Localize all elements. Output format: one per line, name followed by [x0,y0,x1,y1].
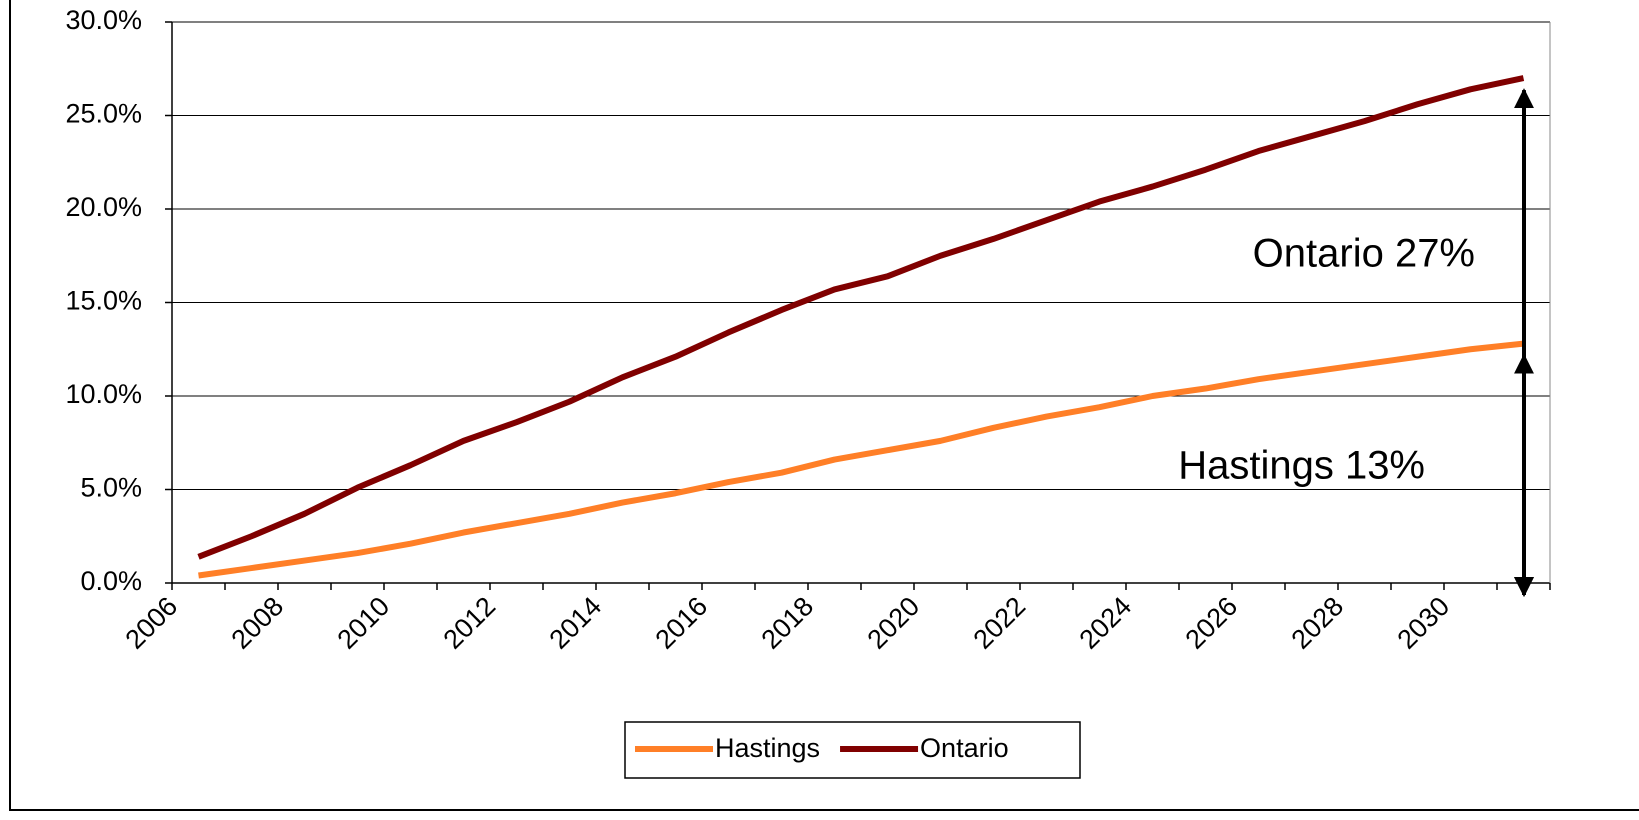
x-tick-label: 2020 [862,591,926,655]
series-line [197,75,1525,560]
y-tick-label: 0.0% [80,566,142,596]
x-tick-label: 2030 [1392,591,1456,655]
x-tick-label: 2008 [226,591,290,655]
y-tick-label: 25.0% [65,99,142,129]
x-tick-label: 2010 [332,591,396,655]
x-tick-label: 2024 [1074,591,1138,655]
y-tick-label: 30.0% [65,5,142,35]
annotation: Hastings 13% [1178,444,1425,488]
x-tick-label: 2018 [756,591,820,655]
annotation: Ontario 27% [1253,232,1475,276]
x-tick-label: 2016 [650,591,714,655]
y-tick-label: 20.0% [65,192,142,222]
x-tick-label: 2014 [544,591,608,655]
x-tick-label: 2012 [438,591,502,655]
frame [9,0,1639,811]
y-tick-label: 5.0% [80,473,142,503]
x-tick-label: 2028 [1286,591,1350,655]
x-tick-label: 2006 [120,591,184,655]
y-tick-label: 10.0% [65,379,142,409]
series-line [198,340,1524,579]
legend-label: Hastings [715,733,820,763]
x-tick-label: 2026 [1180,591,1244,655]
x-tick-label: 2022 [968,591,1032,655]
legend-label: Ontario [920,733,1009,763]
y-tick-label: 15.0% [65,286,142,316]
